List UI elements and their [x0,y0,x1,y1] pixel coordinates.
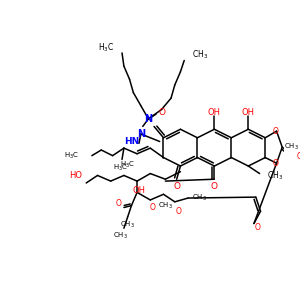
Text: H$_3$C: H$_3$C [64,151,79,161]
Text: O: O [296,152,300,161]
Text: H$_3$C: H$_3$C [98,41,115,53]
Text: OH: OH [208,108,221,117]
Text: CH$_3$: CH$_3$ [120,219,135,230]
Text: N: N [144,114,152,124]
Text: OH: OH [242,108,255,117]
Text: CH$_3$: CH$_3$ [192,49,208,61]
Text: CH$_3$: CH$_3$ [113,231,128,241]
Text: CH$_3$: CH$_3$ [192,193,207,203]
Text: O: O [115,199,121,208]
Text: CH$_3$: CH$_3$ [158,200,173,211]
Text: H$_3$C: H$_3$C [112,163,128,173]
Text: OH: OH [133,186,146,195]
Text: O: O [158,108,165,117]
Text: O: O [149,203,155,212]
Text: O: O [176,207,182,216]
Text: O: O [255,223,261,232]
Text: N: N [137,129,145,139]
Text: O: O [273,159,279,168]
Text: H$_3$C: H$_3$C [120,160,135,170]
Text: O: O [273,127,279,136]
Text: HO: HO [69,171,82,180]
Text: O: O [173,182,180,191]
Text: O: O [211,182,218,191]
Text: CH$_3$: CH$_3$ [267,169,283,182]
Text: HN: HN [124,137,139,146]
Text: CH$_3$: CH$_3$ [284,142,299,152]
